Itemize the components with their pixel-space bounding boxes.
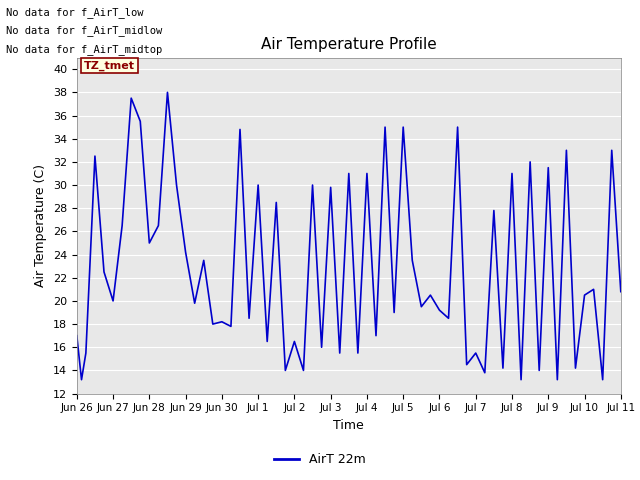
Text: No data for f_AirT_midtop: No data for f_AirT_midtop — [6, 44, 163, 55]
Text: No data for f_AirT_midlow: No data for f_AirT_midlow — [6, 25, 163, 36]
X-axis label: Time: Time — [333, 419, 364, 432]
Title: Air Temperature Profile: Air Temperature Profile — [261, 37, 436, 52]
Y-axis label: Air Temperature (C): Air Temperature (C) — [35, 164, 47, 287]
Text: No data for f_AirT_low: No data for f_AirT_low — [6, 7, 144, 18]
Legend: AirT 22m: AirT 22m — [269, 448, 371, 471]
Text: TZ_tmet: TZ_tmet — [84, 60, 135, 71]
